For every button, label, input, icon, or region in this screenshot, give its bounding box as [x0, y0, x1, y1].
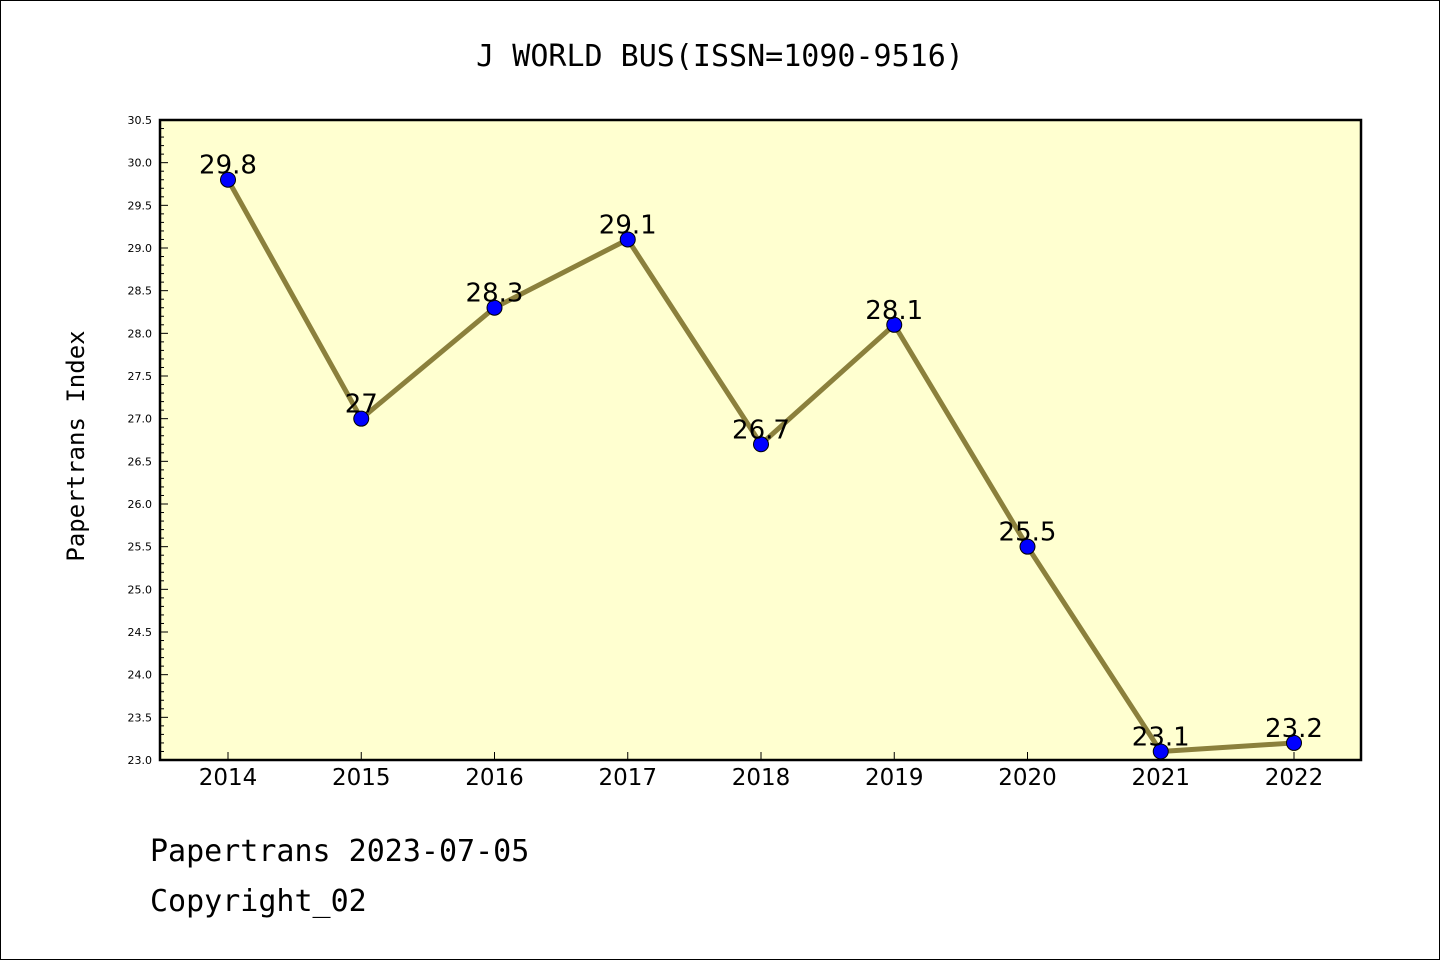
x-tick-label: 2017 — [598, 765, 657, 791]
x-axis: 2014 2015 2016 2017 2018 2019 2020 2021 2022 — [199, 752, 1324, 791]
y-tick-label: 25.0 — [128, 583, 153, 596]
data-label: 28.1 — [865, 296, 923, 326]
x-tick-label: 2022 — [1265, 765, 1324, 791]
data-labels: 29.8 27 28.3 29.1 26.7 28.1 25.5 23.1 23.2 — [199, 151, 1323, 753]
y-tick-label: 24.5 — [128, 626, 153, 639]
y-tick-label: 23.0 — [128, 754, 153, 767]
x-tick-label: 2020 — [998, 765, 1057, 791]
y-tick-label: 23.5 — [128, 711, 153, 724]
y-tick-label: 24.0 — [128, 669, 153, 682]
data-point — [753, 436, 769, 453]
data-label: 28.3 — [466, 279, 524, 309]
data-label: 25.5 — [999, 518, 1057, 548]
data-point — [220, 171, 236, 188]
x-tick-label: 2015 — [332, 765, 391, 791]
y-tick-label: 26.0 — [128, 498, 153, 511]
y-tick-label: 27.5 — [128, 370, 153, 383]
footer-date: Papertrans 2023-07-05 — [150, 834, 530, 869]
y-tick-label: 29.5 — [128, 199, 153, 212]
x-tick-label: 2016 — [465, 765, 524, 791]
y-tick-label: 26.5 — [128, 455, 153, 468]
data-label: 29.8 — [199, 151, 257, 181]
y-axis: 23.0 23.5 24.0 24.5 25.0 25.5 26.0 26.5 27.0 27.5… — [128, 114, 168, 767]
y-tick-label: 29.0 — [128, 242, 153, 255]
y-tick-label: 25.5 — [128, 541, 153, 554]
y-tick-label: 30.0 — [128, 157, 153, 170]
data-points — [220, 171, 1302, 760]
chart-title: J WORLD BUS(ISSN=1090-9516) — [476, 39, 964, 74]
data-label: 26.7 — [732, 415, 790, 445]
data-point — [1286, 734, 1302, 751]
data-point — [1152, 743, 1169, 760]
data-point — [353, 410, 370, 427]
footer-copyright: Copyright_02 — [150, 884, 367, 919]
data-point — [1019, 538, 1036, 555]
data-point — [619, 231, 636, 248]
y-tick-label: 28.5 — [128, 285, 153, 298]
x-tick-label: 2018 — [732, 765, 791, 791]
data-point — [886, 316, 903, 333]
x-tick-label: 2021 — [1131, 765, 1190, 791]
data-label: 27 — [345, 390, 378, 420]
data-point — [486, 299, 503, 316]
data-label: 29.1 — [599, 210, 657, 240]
data-label: 23.2 — [1265, 714, 1323, 744]
x-tick-label: 2019 — [865, 765, 924, 791]
data-label: 23.1 — [1132, 722, 1190, 752]
y-tick-label: 28.0 — [128, 327, 153, 340]
y-axis-label: Papertrans Index — [62, 330, 90, 561]
y-tick-label: 30.5 — [128, 114, 153, 127]
y-tick-label: 27.0 — [128, 413, 153, 426]
x-tick-label: 2014 — [199, 765, 258, 791]
